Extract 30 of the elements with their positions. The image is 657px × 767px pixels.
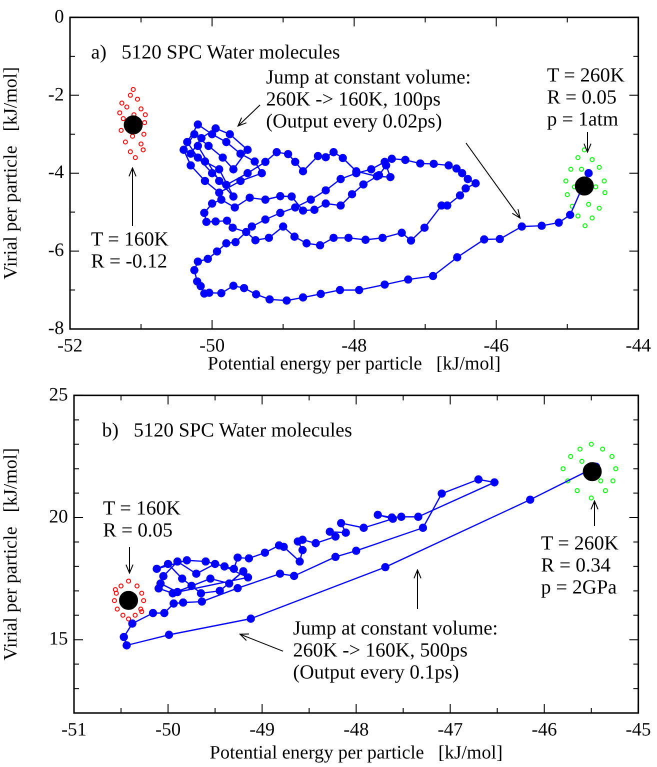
x-axis-title: Potential energy per particle [kJ/mol] <box>208 354 501 375</box>
y-tick-label: -2 <box>48 84 64 106</box>
x-tick-label: -47 <box>438 719 463 740</box>
y-tick-label: -4 <box>48 162 64 184</box>
y-tick-label: 25 <box>49 384 68 406</box>
annotation: Jump at constant volume: 260K -> 160K, 100ps (Output every 0.02ps) <box>266 66 471 133</box>
x-tick-label: -48 <box>344 719 369 740</box>
y-axis-title: Virial per particle [kJ/mol] <box>0 66 22 280</box>
y-axis-title: Virial per particle [kJ/mol] <box>0 448 22 660</box>
annotation: Jump at constant volume: 260K -> 160K, 500ps (Output every 0.1ps) <box>293 618 498 684</box>
x-tick-label: -50 <box>155 719 181 740</box>
x-tick-label: -48 <box>342 335 367 356</box>
annotation: T = 160K R = -0.12 <box>91 228 170 273</box>
x-tick-label: -50 <box>199 335 225 356</box>
text: b) 5120 SPC Water molecules <box>102 420 352 442</box>
y-tick-label: 15 <box>49 628 68 650</box>
x-tick-label: -46 <box>484 335 509 356</box>
text: a) 5120 SPC Water molecules <box>91 42 340 64</box>
y-tick-label: 20 <box>49 506 68 528</box>
annotation: T = 160K R = 0.05 <box>103 498 182 542</box>
annotation: T = 260K R = 0.34 p = 2GPa <box>541 532 620 599</box>
x-tick-label: -49 <box>249 719 275 740</box>
x-tick-label: -51 <box>61 719 87 740</box>
y-tick-label: 0 <box>54 6 64 28</box>
annotation: T = 260K R = 0.05 p = 1atm <box>547 64 626 131</box>
x-axis-title: Potential energy per particle [kJ/mol] <box>210 742 503 764</box>
x-tick-label: -44 <box>626 335 652 356</box>
x-tick-label: -46 <box>532 719 557 740</box>
x-tick-label: -45 <box>626 719 651 740</box>
y-tick-label: -6 <box>48 240 64 262</box>
